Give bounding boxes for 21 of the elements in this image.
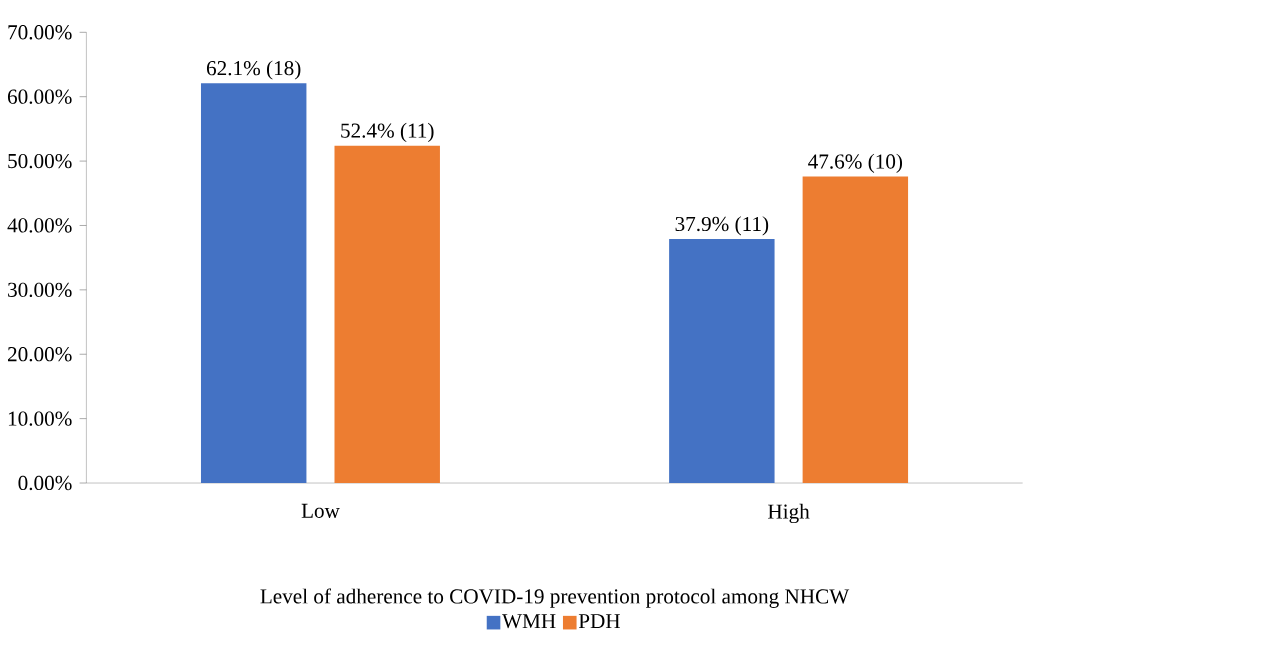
y-tick-label: 50.00%	[8, 153, 72, 169]
bar	[802, 176, 909, 483]
bar	[669, 238, 775, 483]
y-tick-label: 10.00%	[8, 411, 72, 426]
y-tick-label: 60.00%	[7, 89, 72, 104]
bar	[200, 83, 307, 483]
y-tick-label: 0.00%	[18, 475, 72, 491]
data-label: 37.9% (11)	[675, 216, 769, 236]
legend-label: PDH	[578, 614, 620, 628]
data-label: 47.6% (10)	[808, 153, 903, 173]
bar	[334, 145, 440, 483]
x-tick-label: High	[768, 503, 810, 524]
y-tick-label: 40.00%	[7, 218, 72, 233]
legend-label: WMH	[502, 614, 556, 629]
data-label: 62.1% (18)	[206, 60, 301, 80]
data-label: 52.4% (11)	[341, 122, 434, 142]
x-axis-title: Level of adherence to COVID-19 prevention protocol among NHCW	[260, 588, 850, 608]
x-tick-label: Low	[301, 503, 340, 518]
y-tick-label: 20.00%	[8, 346, 72, 362]
y-tick-label: 70.00%	[8, 25, 72, 40]
y-tick-label: 30.00%	[8, 282, 72, 297]
